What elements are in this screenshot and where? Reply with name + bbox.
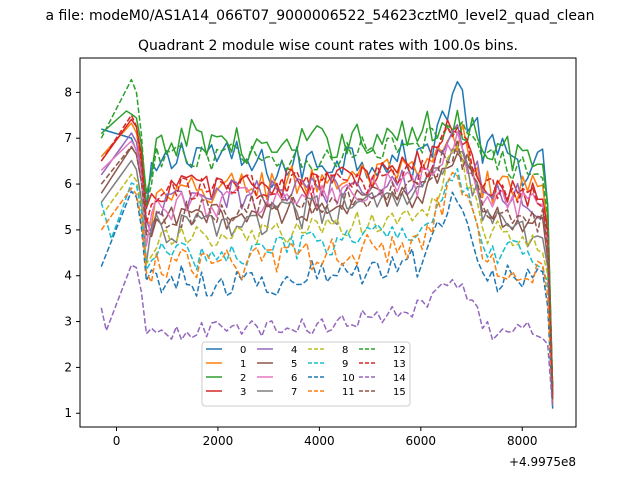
x-axis-offset-label: +4.9975e8 <box>509 455 576 469</box>
x-tick-label: 8000 <box>507 434 538 448</box>
figure-suptitle: a file: modeM0/AS1A14_066T07_9000006522_… <box>46 8 595 24</box>
x-tick-label: 6000 <box>406 434 437 448</box>
x-tick-label: 4000 <box>304 434 335 448</box>
y-tick-label: 3 <box>64 315 72 329</box>
x-tick-label: 2000 <box>203 434 234 448</box>
y-tick-label: 6 <box>64 177 72 191</box>
series-line-4 <box>100 123 554 395</box>
legend-label: 4 <box>291 345 297 356</box>
series-line-6 <box>100 131 554 395</box>
legend-label: 13 <box>393 359 406 370</box>
series-line-13 <box>100 114 554 395</box>
y-tick-label: 1 <box>64 406 72 420</box>
x-axis: 0 2000 4000 6000 8000 <box>113 427 538 448</box>
x-tick-label: 0 <box>113 434 121 448</box>
legend-label: 11 <box>342 387 355 398</box>
legend-label: 7 <box>291 387 297 398</box>
series-line-10 <box>100 190 554 409</box>
series-line-8 <box>100 145 554 400</box>
legend-label: 9 <box>342 359 348 370</box>
y-tick-label: 4 <box>64 269 72 283</box>
legend-label: 10 <box>342 373 355 384</box>
series-line-15 <box>100 138 554 400</box>
series-line-1 <box>100 122 554 391</box>
chart-title: Quadrant 2 module wise count rates with … <box>138 38 518 54</box>
series-lines <box>100 78 554 409</box>
legend-label: 12 <box>393 345 406 356</box>
legend-label: 8 <box>342 345 348 356</box>
y-tick-label: 5 <box>64 223 72 237</box>
legend-frame <box>201 341 411 407</box>
y-tick-label: 2 <box>64 360 72 374</box>
y-tick-label: 8 <box>64 85 72 99</box>
series-line-12 <box>100 78 554 391</box>
plot-area-frame <box>79 57 577 428</box>
series-line-11 <box>100 171 554 405</box>
legend-label: 6 <box>291 373 297 384</box>
y-axis: 1 2 3 4 5 6 7 8 <box>64 85 80 420</box>
legend-label: 0 <box>240 345 246 356</box>
legend-label: 2 <box>240 373 246 384</box>
legend-label: 3 <box>240 387 246 398</box>
series-line-14 <box>100 264 554 409</box>
legend-label: 1 <box>240 359 246 370</box>
legend-label: 15 <box>393 387 406 398</box>
y-tick-label: 7 <box>64 131 72 145</box>
legend-label: 5 <box>291 359 297 370</box>
legend-label: 14 <box>393 373 406 384</box>
series-line-2 <box>100 109 554 391</box>
